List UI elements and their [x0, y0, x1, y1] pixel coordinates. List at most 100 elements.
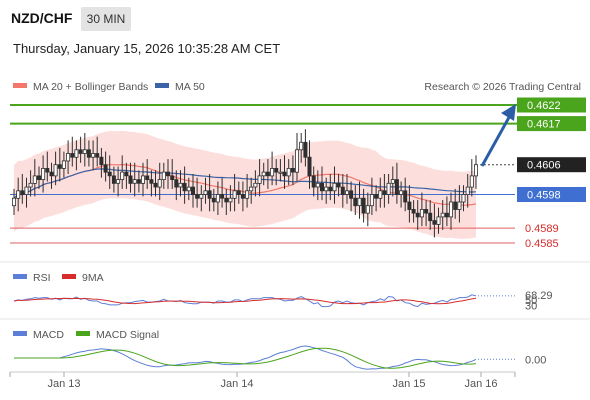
candle — [403, 177, 408, 212]
candle — [274, 159, 279, 186]
macd-legend-swatch — [13, 331, 27, 336]
candle — [61, 151, 66, 178]
candle-body — [70, 153, 75, 158]
candle — [261, 162, 266, 186]
candle — [290, 155, 295, 186]
candle-body — [228, 197, 233, 203]
candle-body — [236, 190, 241, 195]
candle — [453, 188, 458, 219]
candle-body — [324, 186, 329, 192]
candle-body — [473, 164, 478, 177]
candle — [369, 177, 374, 215]
x-axis-ticks: Jan 13 Jan 14 Jan 15 Jan 16 — [9, 372, 516, 390]
candle — [182, 166, 187, 204]
candle — [11, 188, 16, 215]
candle-body — [407, 201, 412, 210]
ma20-legend-swatch — [13, 83, 27, 88]
candle-body — [86, 149, 91, 158]
x-tick-label: Jan 16 — [464, 378, 497, 390]
candle — [249, 177, 254, 204]
candle — [178, 170, 183, 197]
candle — [99, 147, 104, 178]
candle-body — [161, 171, 166, 181]
candle — [224, 188, 229, 215]
candle — [349, 181, 354, 212]
candle-body — [428, 212, 433, 222]
candle-body — [116, 179, 121, 184]
candle — [432, 203, 437, 238]
instrument-title: NZD/CHF — [11, 10, 73, 26]
candle — [311, 166, 316, 197]
candle — [111, 166, 116, 193]
candle-body — [315, 182, 320, 188]
candle-body — [336, 182, 341, 188]
candle — [95, 136, 100, 167]
candle-body — [41, 167, 46, 180]
candle-body — [453, 201, 458, 210]
candle-body — [207, 190, 212, 199]
candle — [457, 185, 462, 223]
candle-body — [432, 220, 437, 225]
candle-body — [365, 205, 370, 214]
candle — [253, 170, 258, 197]
candle — [428, 200, 433, 230]
rsi-ma-legend-label: 9MA — [82, 272, 104, 284]
candle-body — [224, 197, 229, 203]
support-label: 0.4589 — [525, 223, 559, 235]
candle-body — [57, 164, 62, 169]
candle-body — [328, 186, 333, 192]
candle — [120, 155, 125, 189]
candle — [145, 159, 150, 189]
candle-body — [270, 167, 275, 177]
candle — [282, 155, 287, 189]
candle — [128, 162, 133, 193]
candle — [340, 174, 345, 208]
candle-body — [319, 182, 324, 192]
candle — [469, 159, 474, 197]
candle-body — [220, 194, 225, 199]
candle — [461, 185, 466, 212]
candle — [415, 200, 420, 230]
candle — [211, 188, 216, 212]
candle — [294, 133, 299, 182]
timeframe-badge[interactable]: 30 MIN — [81, 7, 131, 31]
candle-body — [91, 153, 96, 158]
candle-body — [74, 149, 79, 158]
macd-legend-label: MACD — [33, 329, 64, 341]
candle-body — [403, 190, 408, 203]
candle — [344, 174, 349, 204]
candle-body — [424, 208, 429, 214]
candle — [319, 166, 324, 201]
candle-body — [411, 208, 416, 214]
bollinger-bands — [14, 130, 476, 239]
candle — [66, 140, 71, 174]
candle — [45, 151, 50, 182]
price-levels — [10, 104, 586, 244]
candle-body — [419, 208, 424, 218]
rsi-ref-tick: 30 — [525, 301, 537, 313]
candle-body — [103, 164, 108, 173]
candle-body — [240, 194, 245, 199]
candle — [448, 192, 453, 230]
candle-body — [49, 171, 54, 177]
candle — [257, 159, 262, 197]
candle-body — [349, 190, 354, 199]
candle — [203, 177, 208, 204]
rsi-line — [13, 294, 477, 308]
candle — [315, 170, 320, 201]
timestamp: Thursday, January 15, 2026 10:35:28 AM C… — [13, 41, 281, 56]
candle — [473, 155, 478, 189]
candle-body — [307, 156, 312, 177]
candle — [399, 181, 404, 208]
candle-body — [274, 167, 279, 173]
candle-body — [124, 171, 129, 177]
level-labels: 0.4622 0.4617 0.4606 0.4598 0.4589 0.4585 — [517, 97, 586, 250]
candle — [161, 162, 166, 189]
research-credit: Research © 2026 Trading Central — [424, 81, 581, 93]
candle-body — [353, 197, 358, 207]
candle — [207, 174, 212, 212]
forecast-arrow-head — [501, 104, 516, 121]
candle — [386, 174, 391, 204]
candle — [116, 166, 121, 197]
candle — [378, 177, 383, 208]
